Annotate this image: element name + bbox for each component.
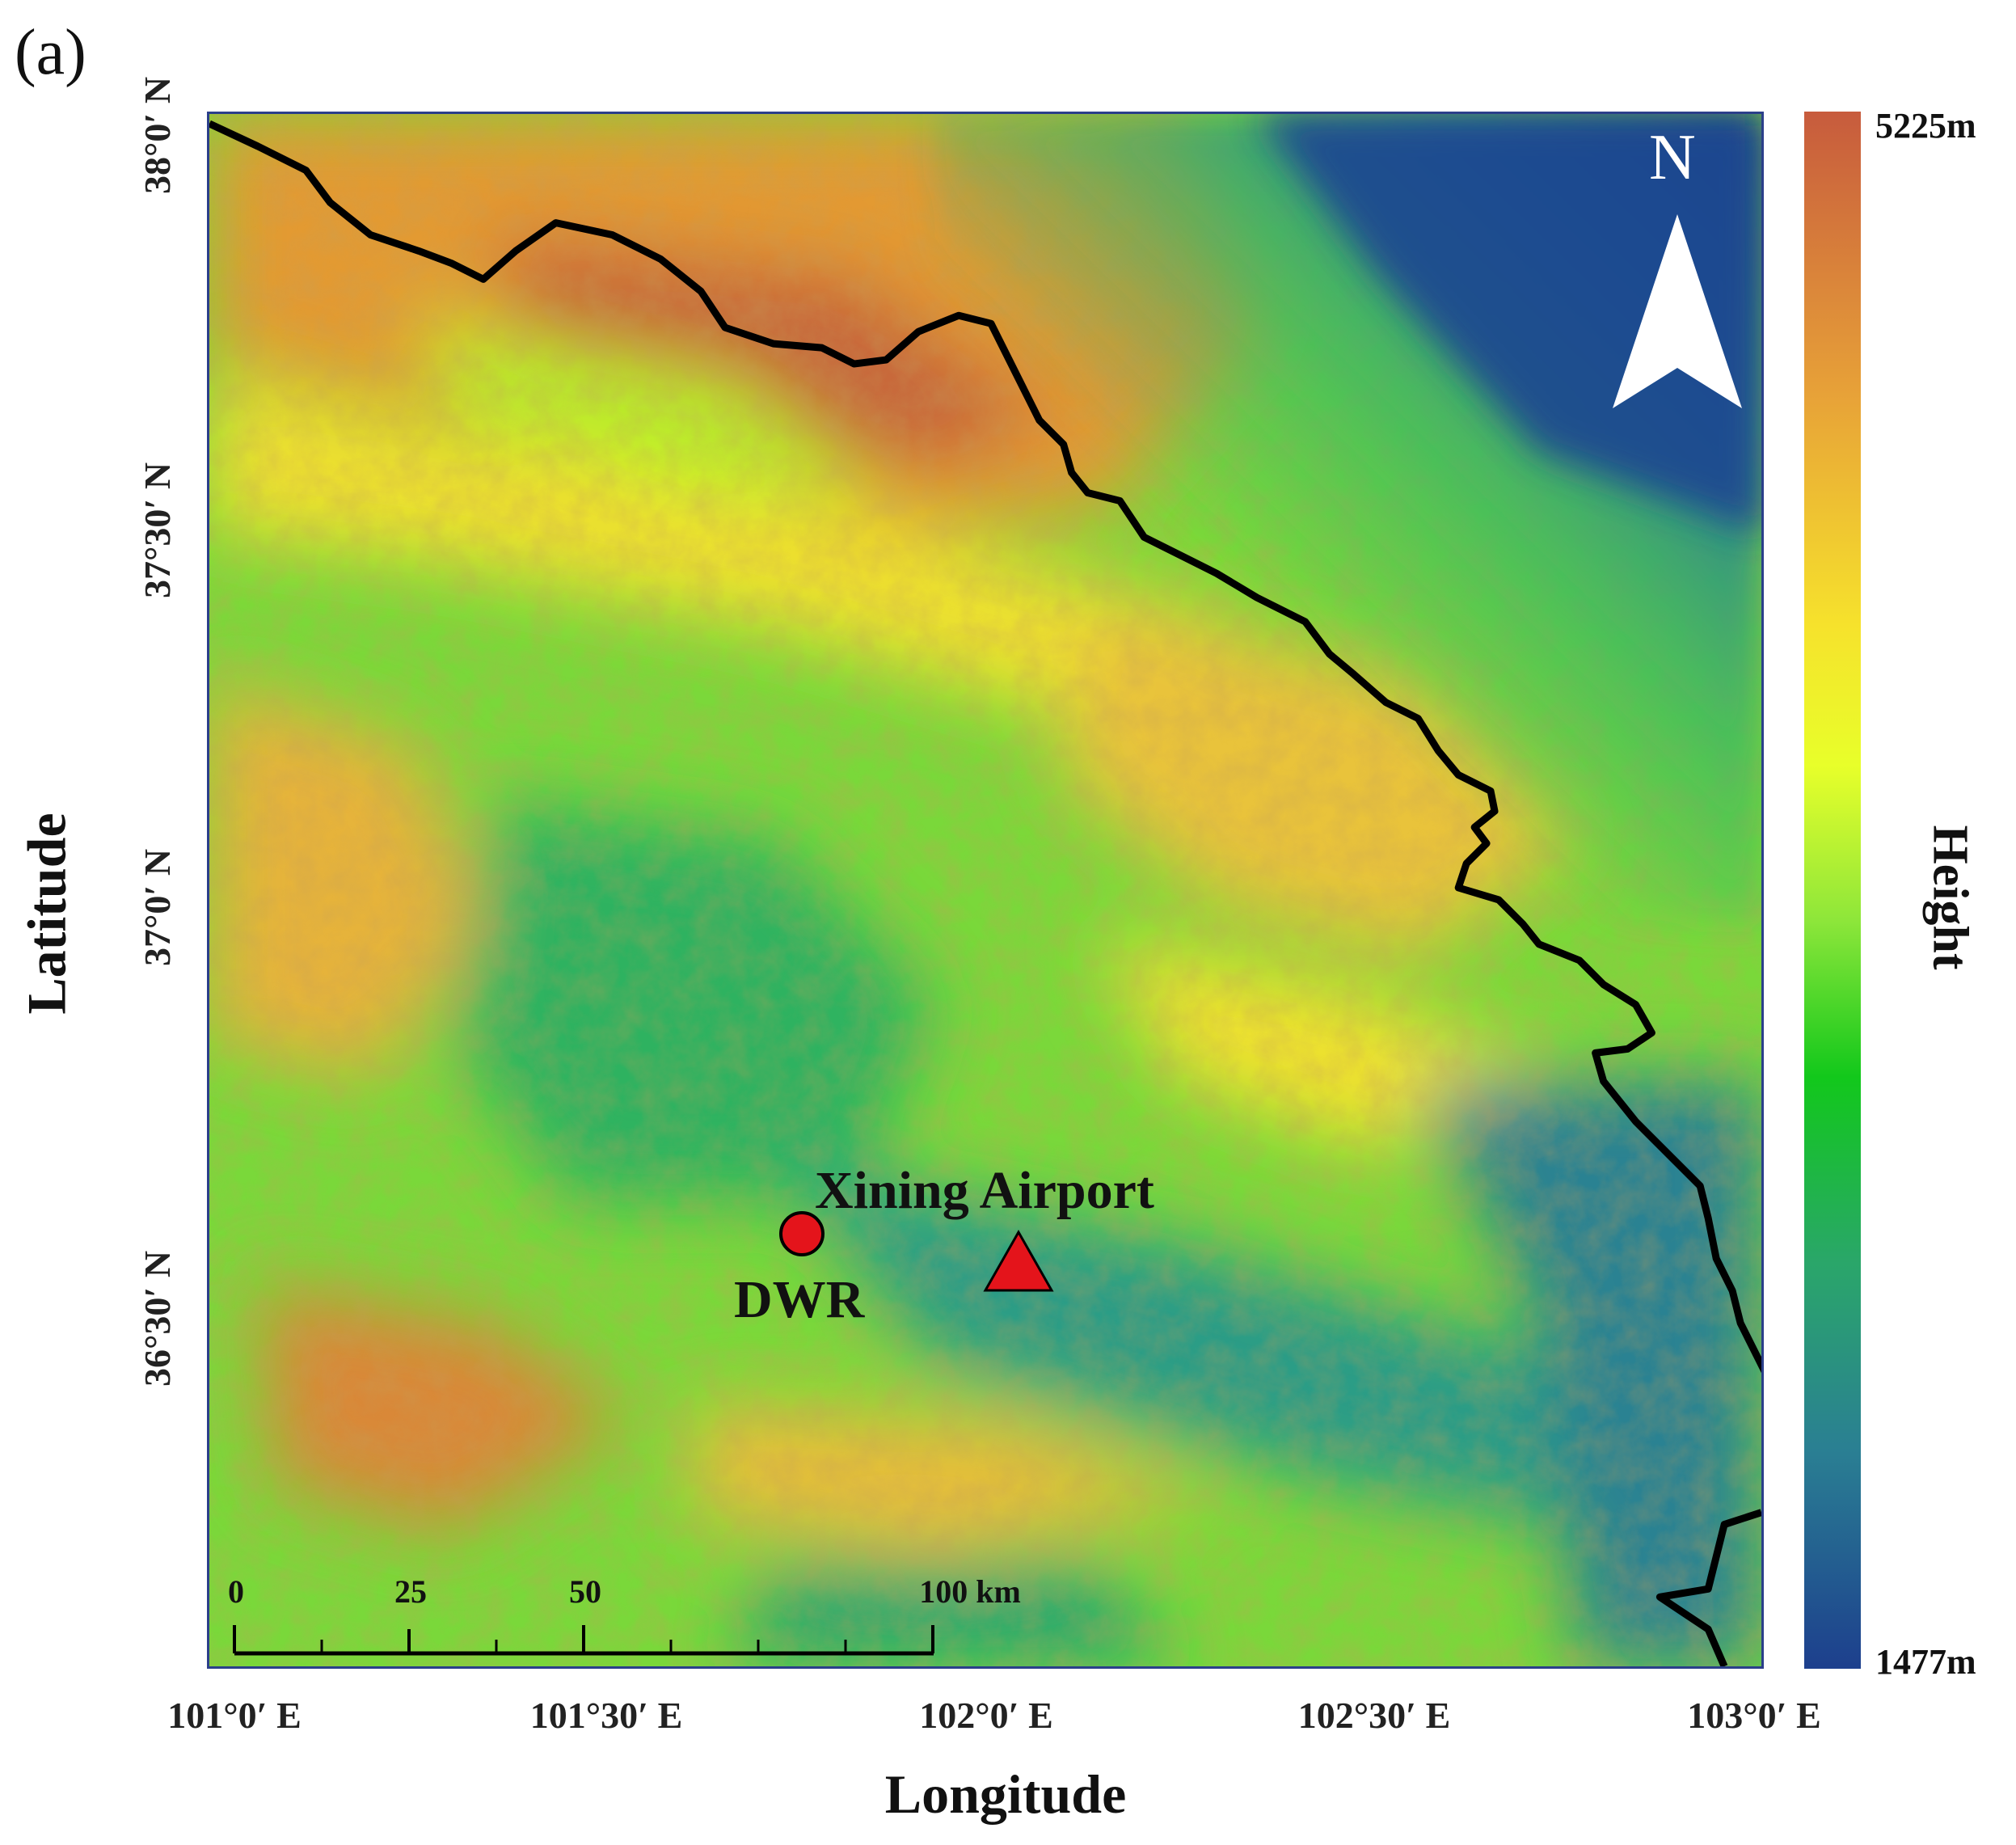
dwr-marker-icon (779, 1211, 825, 1256)
airport-label: Xining Airport (815, 1161, 1154, 1220)
dwr-label: DWR (734, 1270, 865, 1329)
lat-tick-36-30: 36°30′ N (137, 1250, 178, 1387)
airport-marker-icon (983, 1229, 1054, 1292)
scale-label-50: 50 (569, 1573, 601, 1610)
scale-label-0: 0 (228, 1573, 244, 1610)
lat-tick-37: 37°0′ N (137, 848, 178, 966)
colorbar-min-label: 1477m (1875, 1642, 1976, 1682)
scale-label-100: 100 km (919, 1573, 1021, 1610)
scale-label-25: 25 (394, 1573, 427, 1610)
north-label: N (1649, 122, 1696, 193)
scale-bar (233, 1625, 934, 1656)
panel-label: (a) (15, 17, 86, 88)
lon-tick-101-30: 101°30′ E (529, 1695, 683, 1736)
north-arrow-icon (1613, 214, 1742, 408)
lat-tick-38: 38°0′ N (137, 76, 178, 194)
x-axis-title: Longitude (884, 1763, 1127, 1825)
lat-tick-37-30: 37°30′ N (137, 462, 178, 598)
lon-tick-101: 101°0′ E (167, 1695, 302, 1736)
height-colorbar (1804, 112, 1861, 1669)
lon-tick-102: 102°0′ E (919, 1695, 1053, 1736)
province-boundary (209, 120, 1761, 1374)
y-axis-title: Latitude (15, 813, 78, 1015)
lon-tick-102-30: 102°30′ E (1297, 1695, 1451, 1736)
colorbar-title: Height (1922, 825, 1978, 970)
terrain-svg (209, 114, 1761, 1666)
elevation-map (207, 112, 1764, 1669)
colorbar-max-label: 5225m (1875, 106, 1976, 146)
lon-tick-103: 103°0′ E (1687, 1695, 1821, 1736)
